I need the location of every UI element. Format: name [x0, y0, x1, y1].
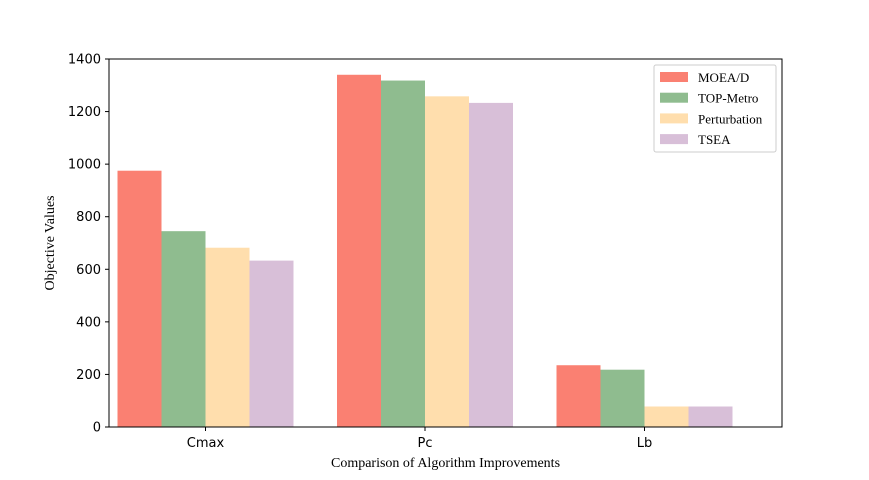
y-tick-label: 0: [93, 421, 101, 436]
legend-box: [653, 64, 777, 153]
bar-pc-perturbation: [425, 96, 469, 427]
legend-label: MOEA/D: [698, 70, 749, 85]
bar-lb-tsea: [688, 406, 733, 427]
legend-label: Perturbation: [698, 111, 763, 126]
x-axis: Cmax Pc Lb: [187, 427, 652, 451]
legend-swatch: [660, 72, 688, 82]
bar-pc-top-metro: [381, 80, 425, 427]
y-tick-label: 200: [76, 368, 101, 383]
x-tick-label: Cmax: [187, 436, 225, 451]
y-axis: 0 200 400 600 800 1000 1200 1400: [68, 53, 109, 436]
y-axis-label: Objective Values: [43, 196, 58, 291]
bar-pc-tsea: [469, 102, 513, 427]
x-tick-label: Pc: [418, 436, 433, 451]
legend-label: TSEA: [698, 132, 731, 147]
bar-cmax-top-metro: [161, 231, 206, 427]
y-tick-label: 1000: [68, 158, 101, 173]
bar-cmax-perturbation: [205, 247, 250, 427]
bar-lb-moea-d: [556, 365, 601, 427]
legend-swatch: [660, 113, 688, 124]
legend-swatch: [660, 92, 688, 103]
bar-lb-top-metro: [600, 369, 645, 427]
y-tick-label: 1400: [68, 53, 101, 68]
y-tick-label: 600: [76, 263, 101, 278]
bar-pc-moea-d: [337, 74, 381, 428]
legend-label: TOP-Metro: [698, 91, 758, 106]
bar-cmax-tsea: [249, 260, 294, 427]
bar-cmax-moea-d: [117, 170, 162, 427]
bar-lb-perturbation: [644, 406, 689, 427]
x-tick-label: Lb: [637, 436, 653, 451]
legend-swatch: [660, 134, 688, 145]
axes-frame: [108, 58, 783, 428]
y-tick-label: 400: [76, 315, 101, 330]
legend: MOEA/D TOP-Metro Perturbation TSEA: [653, 64, 777, 153]
y-tick-label: 1200: [68, 105, 101, 120]
y-tick-label: 800: [76, 210, 101, 225]
x-axis-label: Comparison of Algorithm Improvements: [331, 456, 560, 471]
bars-group: [117, 74, 733, 428]
